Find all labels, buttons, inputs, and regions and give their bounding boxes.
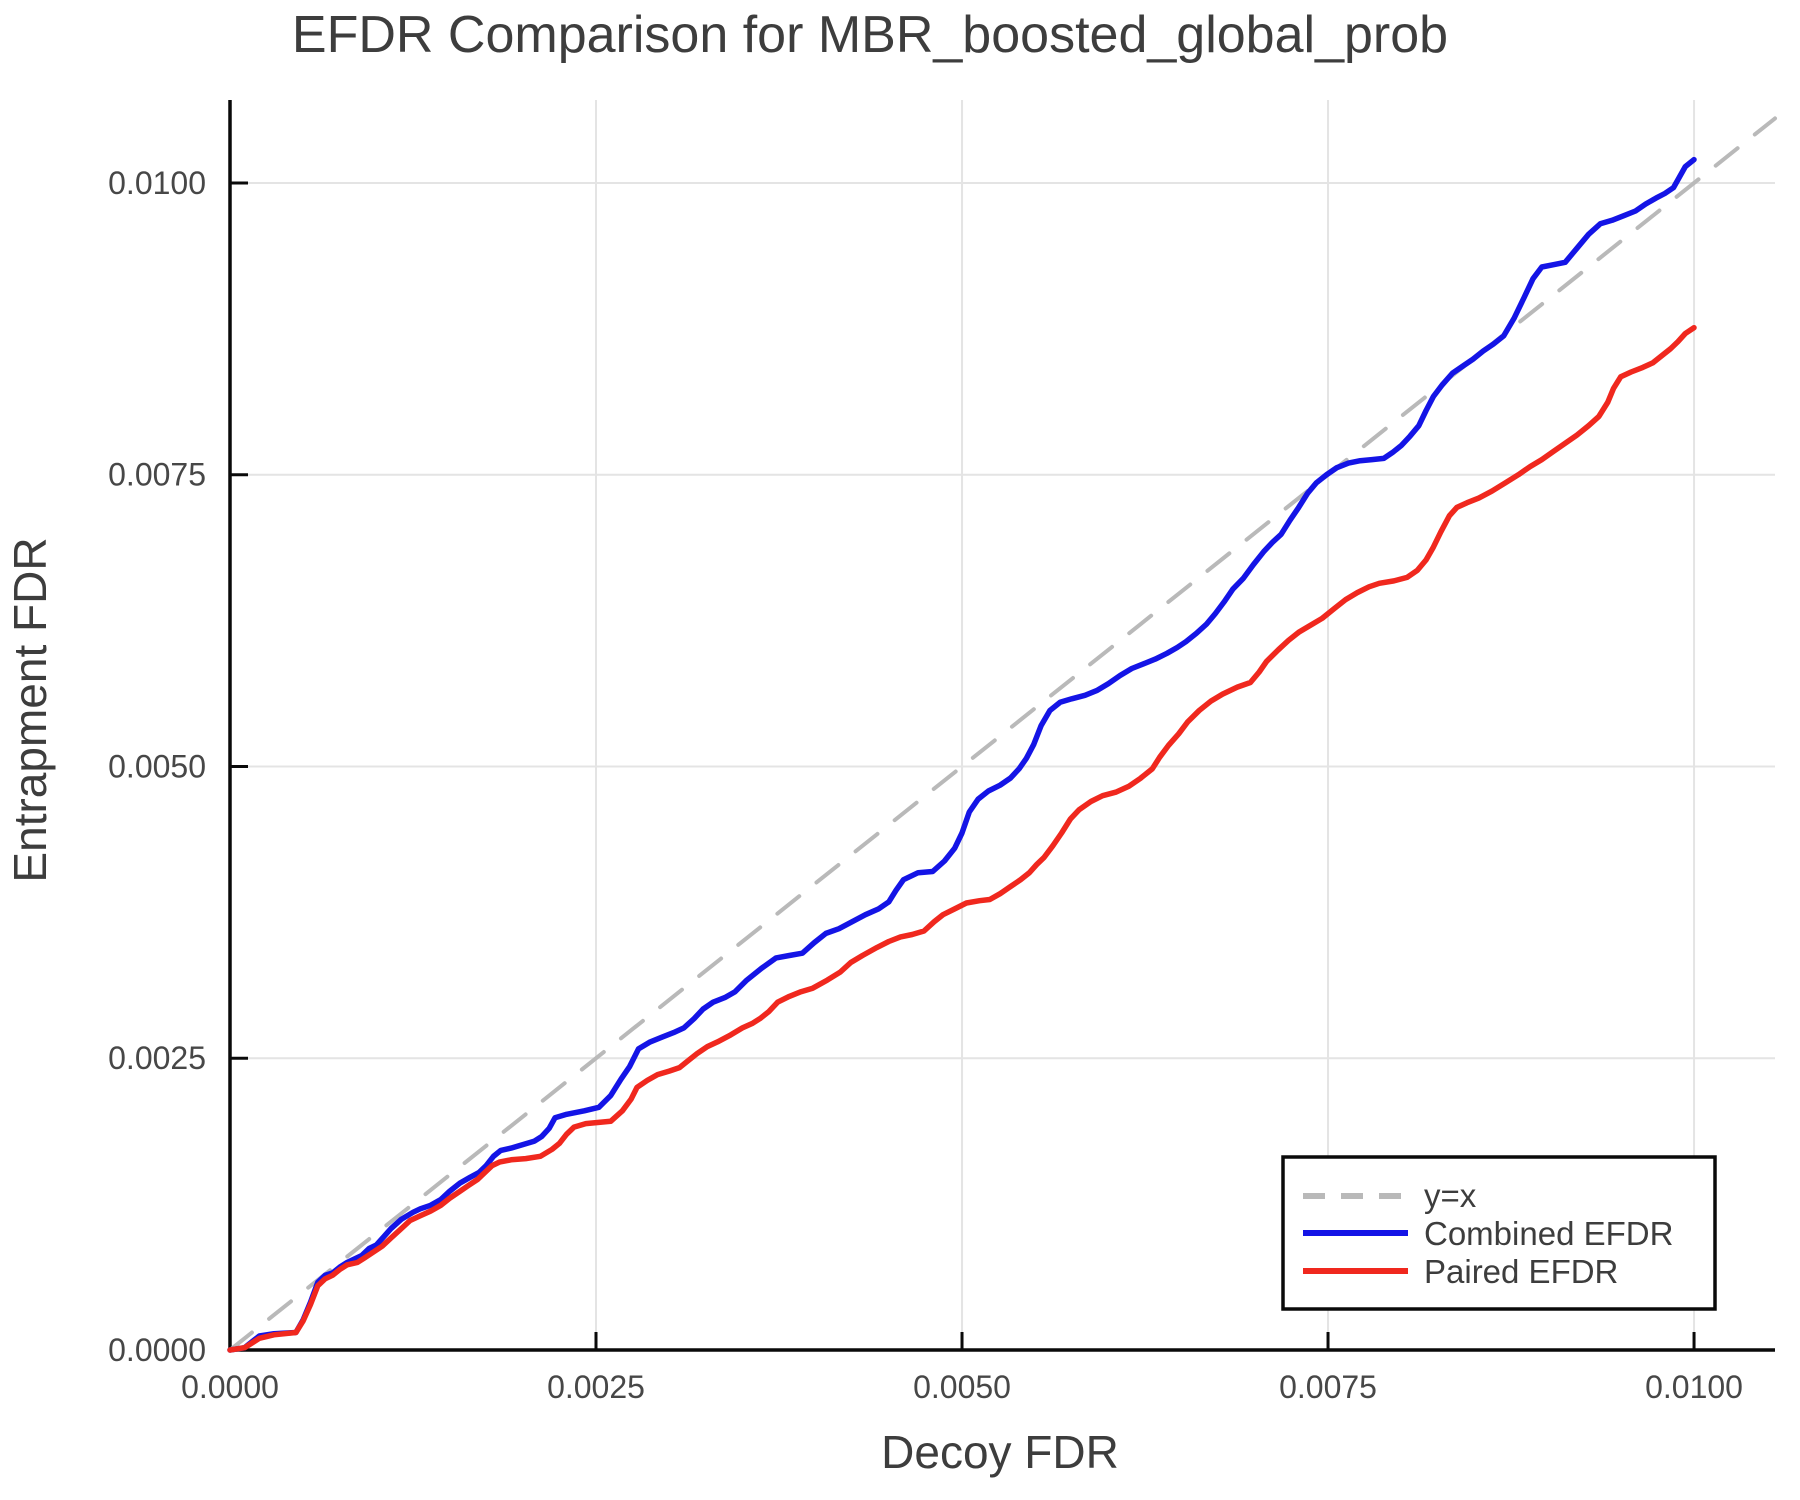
y-tick-label: 0.0050 bbox=[108, 748, 206, 784]
identity-line bbox=[228, 116, 1777, 1352]
y-tick-label: 0.0025 bbox=[108, 1040, 206, 1076]
gridlines bbox=[230, 100, 1775, 1350]
y-tick-label: 0.0000 bbox=[108, 1332, 206, 1368]
x-tick-labels: 0.0000 0.0025 0.0050 0.0075 0.0100 bbox=[181, 1369, 1743, 1405]
x-tick-label: 0.0100 bbox=[1645, 1369, 1743, 1405]
y-tick-label: 0.0075 bbox=[108, 457, 206, 493]
legend-label-paired: Paired EFDR bbox=[1424, 1253, 1618, 1290]
y-tick-label: 0.0100 bbox=[108, 165, 206, 201]
y-tick-labels: 0.0000 0.0025 0.0050 0.0075 0.0100 bbox=[108, 165, 206, 1368]
y-axis-label: Entrapment FDR bbox=[4, 537, 56, 882]
x-tick-label: 0.0025 bbox=[547, 1369, 645, 1405]
axis-ticks bbox=[228, 181, 1696, 1352]
x-tick-label: 0.0075 bbox=[1279, 1369, 1377, 1405]
paired-efdr-line bbox=[227, 324, 1697, 1353]
legend-label-combined: Combined EFDR bbox=[1424, 1215, 1673, 1252]
combined-efdr-line bbox=[227, 156, 1697, 1353]
x-axis-label: Decoy FDR bbox=[881, 1426, 1119, 1478]
legend: y=x Combined EFDR Paired EFDR bbox=[1281, 1155, 1717, 1311]
x-tick-label: 0.0000 bbox=[181, 1369, 279, 1405]
chart-title: EFDR Comparison for MBR_boosted_global_p… bbox=[292, 6, 1448, 64]
legend-label-identity: y=x bbox=[1424, 1177, 1477, 1214]
x-tick-label: 0.0050 bbox=[913, 1369, 1011, 1405]
